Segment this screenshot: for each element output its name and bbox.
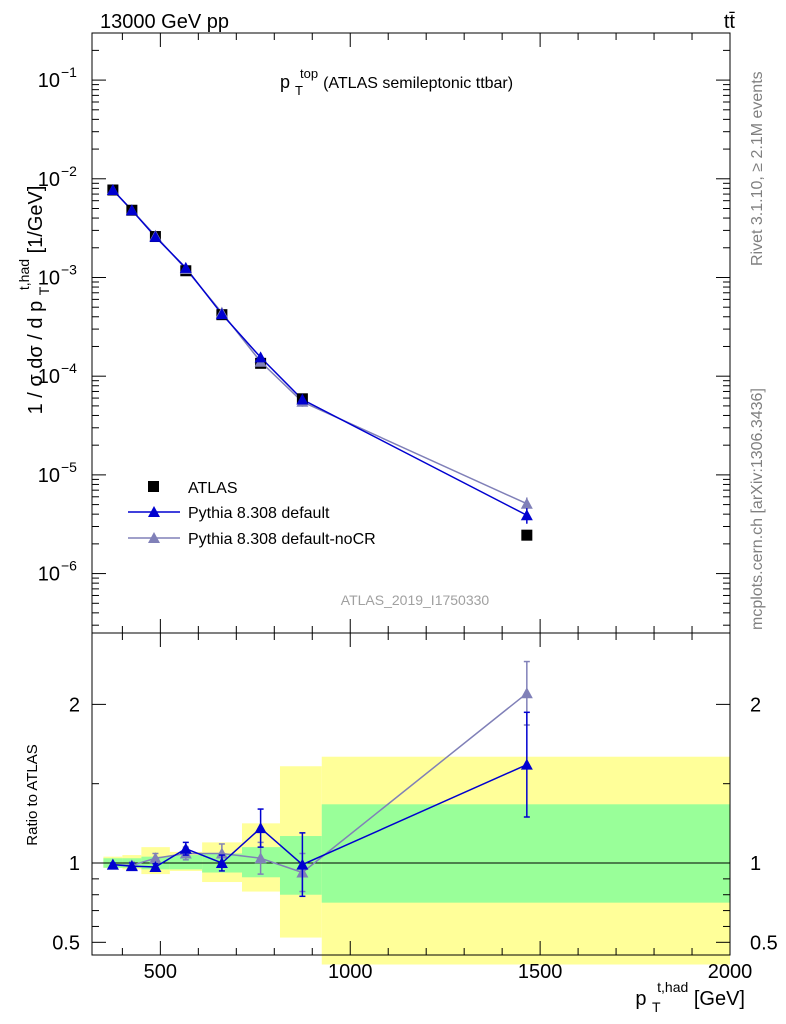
- analysis-watermark: ATLAS_2019_I1750330: [341, 592, 490, 608]
- ratio-y-tick-label: 2: [69, 694, 80, 716]
- ratio-band-inner: [321, 804, 730, 903]
- x-tick-label: 1500: [518, 961, 563, 983]
- default-ratio-line: [112, 763, 528, 868]
- nocr-ratio-line: [112, 692, 528, 874]
- y-tick-base: 10: [38, 70, 60, 92]
- atlas-data-point: [521, 529, 533, 541]
- y-tick-label: 10: [38, 465, 60, 487]
- nocr-ratio-point: [149, 852, 162, 864]
- y-tick-base: 10: [38, 169, 60, 191]
- collision-label: 13000 GeV pp: [100, 11, 229, 33]
- ratio-panel-frame: [91, 632, 731, 956]
- main-axis-ticks: 10−610−510−410−310−210−1: [38, 33, 731, 633]
- legend-nocr-marker: [148, 532, 160, 543]
- default-ratio-point: [296, 858, 309, 870]
- xlabel-post: [GeV]: [694, 988, 745, 1010]
- y-tick-label: 10: [38, 366, 60, 388]
- y-tick-exponent: −2: [61, 163, 77, 179]
- default-data-point: [296, 393, 309, 405]
- title-sup: top: [300, 66, 318, 81]
- default-data-point: [179, 261, 192, 273]
- legend-atlas-marker: [148, 481, 159, 492]
- y-tick-exponent: −6: [61, 558, 77, 574]
- ratio-y-tick-label-right: 0.5: [750, 932, 778, 954]
- legend-atlas-label: ATLAS: [188, 480, 238, 497]
- ratio-band-inner: [169, 855, 203, 870]
- ylabel-post: [1/GeV]: [25, 186, 47, 254]
- ylabel-sup: t,had: [16, 259, 32, 290]
- y-tick-exponent: −1: [61, 64, 77, 80]
- default-ratio-point: [149, 860, 162, 872]
- main-series: [106, 183, 533, 541]
- ratio-axis-ticks: 0.5 0.5 1 1 2 2 500 1000 1500 2000: [52, 633, 778, 983]
- ylabel-sub: T: [36, 286, 52, 295]
- legend-default-marker: [148, 506, 160, 517]
- y-tick-base: 10: [38, 465, 60, 487]
- ratio-series: [106, 660, 533, 898]
- main-panel: 10−610−510−410−310−210−1: [38, 32, 731, 634]
- y-tick-base: 10: [38, 267, 60, 289]
- ratio-panel: 0.5 0.5 1 1 2 2 500 1000 1500 2000: [52, 632, 778, 983]
- title-sub: T: [295, 83, 303, 98]
- y-tick-base: 10: [38, 366, 60, 388]
- default-ratio-point: [254, 822, 267, 834]
- xlabel-pre: p: [635, 988, 646, 1010]
- legend-nocr-label: Pythia 8.308 default-noCR: [188, 531, 376, 548]
- default-data-point: [520, 509, 533, 521]
- y-tick-label: 10: [38, 267, 60, 289]
- y-tick-exponent: −3: [61, 261, 77, 277]
- y-tick-label: 10: [38, 169, 60, 191]
- legend-default-label: Pythia 8.308 default: [188, 505, 330, 522]
- ratio-uncertainty-bands: [103, 756, 730, 965]
- default-data-point: [215, 308, 228, 320]
- title-p: p: [280, 72, 290, 92]
- default-ratio-point: [520, 758, 533, 770]
- process-label: tt̄: [724, 11, 736, 33]
- default-data-point: [106, 183, 119, 195]
- ratio-y-tick-label: 0.5: [52, 932, 80, 954]
- xlabel-sup: t,had: [657, 979, 688, 995]
- title-rest: (ATLAS semileptonic ttbar): [323, 75, 513, 92]
- y-tick-base: 10: [38, 564, 60, 586]
- plot-title: p T top (ATLAS semileptonic ttbar): [280, 62, 513, 99]
- legend: ATLAS Pythia 8.308 default Pythia 8.308 …: [128, 480, 376, 548]
- default-ratio-point: [125, 860, 138, 872]
- nocr-ratio-point: [254, 852, 267, 864]
- ratio-y-tick-label: 1: [69, 853, 80, 875]
- nocr-data-point: [520, 497, 533, 509]
- x-axis-label: p T t,had [GeV]: [635, 975, 745, 1017]
- nocr-series-line: [112, 189, 528, 505]
- default-data-point: [254, 351, 267, 363]
- x-tick-label: 500: [144, 961, 177, 983]
- ratio-y-axis-label: Ratio to ATLAS: [24, 744, 41, 845]
- ratio-y-tick-label-right: 1: [750, 853, 761, 875]
- nocr-ratio-point: [520, 687, 533, 699]
- default-data-point: [125, 204, 138, 216]
- default-ratio-point: [106, 858, 119, 870]
- default-series-line: [112, 189, 528, 516]
- y-tick-exponent: −5: [61, 459, 77, 475]
- y-tick-exponent: −4: [61, 360, 77, 376]
- rivet-label: Rivet 3.1.10, ≥ 2.1M events: [749, 71, 766, 266]
- y-tick-label: 10: [38, 564, 60, 586]
- default-ratio-point: [215, 857, 228, 868]
- default-data-point: [149, 230, 162, 242]
- x-tick-label: 2000: [708, 961, 753, 983]
- y-tick-label: 10: [38, 70, 60, 92]
- main-y-axis-label: 1 / σ dσ / d p T t,had [1/GeV]: [12, 186, 54, 415]
- mcplots-label: mcplots.cern.ch [arXiv:1306.3436]: [749, 388, 766, 630]
- x-tick-label: 1000: [328, 961, 373, 983]
- ylabel-pre: 1 / σ dσ / d p: [25, 301, 47, 415]
- xlabel-sub: T: [652, 999, 661, 1015]
- ratio-y-tick-label-right: 2: [750, 694, 761, 716]
- default-ratio-point: [179, 842, 192, 854]
